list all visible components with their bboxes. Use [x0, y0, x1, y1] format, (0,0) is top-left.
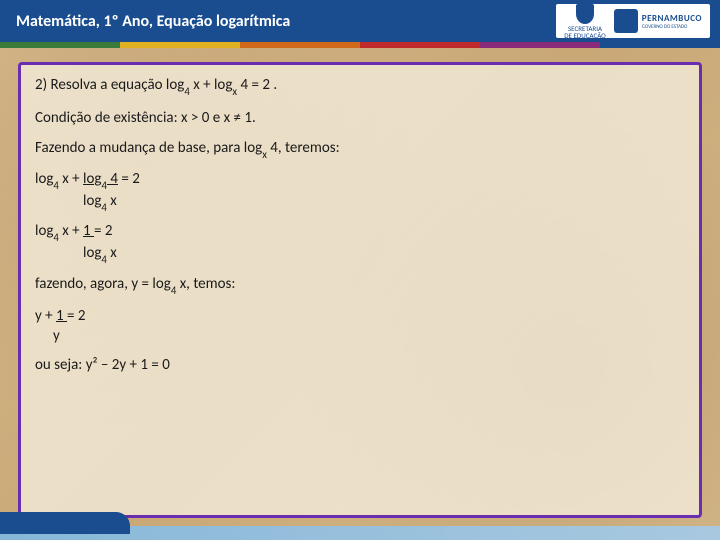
- text: 4: [107, 170, 118, 188]
- logo-area: SECRETARIA DE EDUCAÇÃO PERNAMBUCO GOVERN…: [556, 4, 710, 38]
- text: log: [35, 222, 53, 240]
- stripe-seg: [120, 42, 240, 48]
- stripe-seg: [360, 42, 480, 48]
- sub: x: [262, 148, 267, 161]
- sub: 4: [171, 284, 176, 297]
- text: 4 = 2 .: [237, 76, 277, 94]
- equation-3: y + 1 = 2 y: [35, 307, 685, 345]
- denominator: y: [53, 327, 685, 345]
- sub: 4: [101, 179, 106, 192]
- equation-2: log4 x + 1 = 2 log4 x: [35, 222, 685, 264]
- text: 2) Resolva a equação log: [35, 76, 184, 94]
- lion-icon: [614, 9, 638, 33]
- stripe-seg: [600, 42, 720, 48]
- substitution-intro: fazendo, agora, y = log4 x, temos:: [35, 274, 685, 297]
- sub: 4: [53, 231, 58, 244]
- shield-icon: [576, 4, 594, 24]
- text: x: [107, 192, 117, 210]
- sub: 4: [184, 85, 189, 98]
- footer-accent: [0, 512, 130, 534]
- text: x, temos:: [176, 275, 235, 293]
- text: x: [107, 244, 117, 262]
- text: log: [35, 170, 53, 188]
- problem-statement: 2) Resolva a equação log4 x + logx 4 = 2…: [35, 75, 685, 98]
- text: 1: [56, 307, 67, 325]
- text: x + log: [190, 76, 233, 94]
- text: Fazendo a mudança de base, para log: [35, 139, 262, 157]
- color-stripe: [0, 42, 720, 48]
- stripe-seg: [240, 42, 360, 48]
- logo2-text: PERNAMBUCO: [642, 13, 702, 24]
- text: = 2: [67, 307, 85, 325]
- logo-secretaria: SECRETARIA DE EDUCAÇÃO: [564, 4, 606, 39]
- final-equation: ou seja: y² – 2y + 1 = 0: [35, 355, 685, 375]
- header-title: Matemática, 1º Ano, Equação logarítmica: [16, 12, 290, 31]
- stripe-seg: [0, 42, 120, 48]
- equation-1: log4 x + log4 4 = 2 log4 x: [35, 170, 685, 212]
- text: = 2: [118, 170, 140, 188]
- text: 1: [83, 222, 94, 240]
- sub: 4: [101, 253, 106, 266]
- text: x +: [59, 222, 83, 240]
- sub: 4: [101, 201, 106, 214]
- text: = 2: [94, 222, 112, 240]
- existence-condition: Condição de existência: x > 0 e x ≠ 1.: [35, 108, 685, 128]
- logo-pernambuco: PERNAMBUCO GOVERNO DO ESTADO: [614, 9, 702, 33]
- sub: x: [232, 85, 237, 98]
- text: log: [83, 192, 101, 210]
- text: 4, teremos:: [267, 139, 340, 157]
- logo2-sub: GOVERNO DO ESTADO: [642, 24, 702, 30]
- sub: 4: [53, 179, 58, 192]
- stripe-seg: [480, 42, 600, 48]
- base-change-intro: Fazendo a mudança de base, para logx 4, …: [35, 138, 685, 161]
- text: log: [83, 244, 101, 262]
- text: log: [83, 170, 101, 188]
- logo1-bottom: DE EDUCAÇÃO: [564, 32, 606, 39]
- text: y +: [35, 307, 56, 325]
- text: x +: [59, 170, 83, 188]
- text: fazendo, agora, y = log: [35, 275, 171, 293]
- denominator: log4 x: [83, 192, 685, 212]
- denominator: log4 x: [83, 244, 685, 264]
- content-box: 2) Resolva a equação log4 x + logx 4 = 2…: [18, 62, 702, 518]
- header-bar: Matemática, 1º Ano, Equação logarítmica …: [0, 0, 720, 42]
